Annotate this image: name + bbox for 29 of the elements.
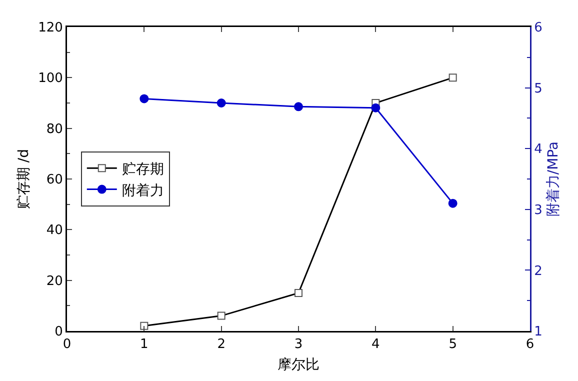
y2-tick-label: 4 [534,142,542,158]
y-tick-label: 100 [38,71,63,86]
y-tick-label: 120 [38,20,63,36]
x-tick-label: 2 [217,337,226,352]
point [216,98,226,108]
y2-tick-label: 5 [534,81,542,96]
x-tick-label: 3 [294,337,303,352]
y-tick-label: 40 [46,223,63,238]
x-tick-label: 5 [448,337,457,352]
y2-tick-label: 2 [534,264,542,279]
y-tick-label: 80 [46,122,63,137]
y-tick-label: 20 [46,274,63,289]
x-tick-label: 1 [140,337,148,352]
y-tick-label: 60 [46,172,63,188]
y2-tick-label: 3 [534,202,542,218]
legend-label: 贮存期 [122,162,164,178]
y-axis-title: 贮存期 /d [16,148,32,210]
x-tick-label: 6 [526,337,534,352]
point [371,103,380,112]
x-tick-label: 4 [372,337,380,352]
y2-axis-title: 附着力/MPa [545,141,562,217]
y2-tick-label: 6 [534,20,542,36]
point [448,198,458,208]
point [140,94,149,104]
y-tick-label: 0 [54,324,63,340]
point [294,102,303,112]
legend-label: 附着力 [122,182,164,199]
y2-tick-label: 1 [534,324,542,340]
x-axis-title: 摩尔比 [278,357,320,374]
